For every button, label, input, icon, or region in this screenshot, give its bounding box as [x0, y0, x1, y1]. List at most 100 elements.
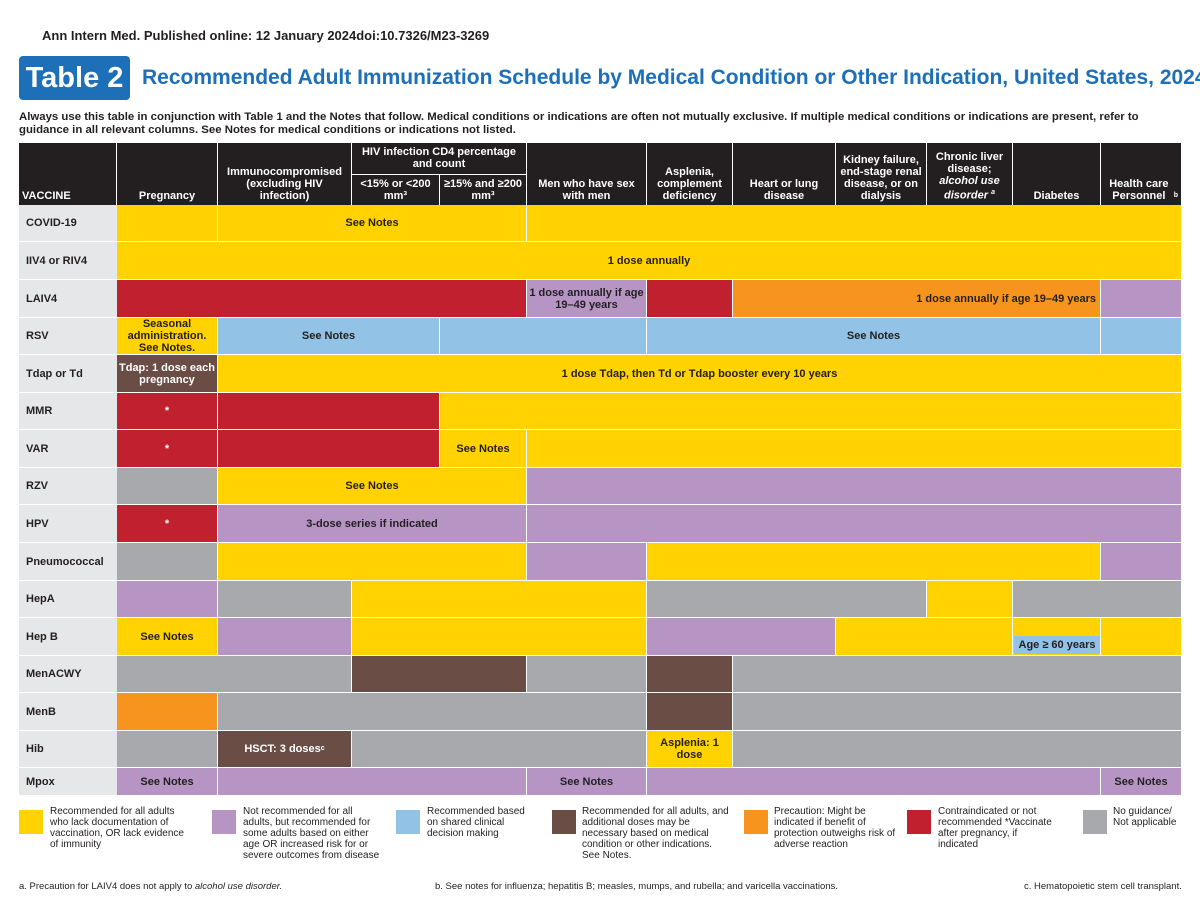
- menb-rest: [733, 693, 1181, 731]
- row-label-laiv4: LAIV4: [19, 280, 117, 318]
- hib-pregnancy: [117, 731, 218, 768]
- tdap-pregnancy: Tdap: 1 dose each pregnancy: [117, 355, 218, 393]
- hepb-immuno: [218, 618, 352, 656]
- hpv-rest: [527, 505, 1181, 543]
- row-label-rsv: RSV: [19, 318, 117, 355]
- hpv-immuno-hiv: 3-dose series if indicated: [218, 505, 527, 543]
- row-label-mmr: MMR: [19, 393, 117, 430]
- row-label-iiv4: IIV4 or RIV4: [19, 242, 117, 280]
- legend-swatch-shared-decision: [396, 810, 420, 834]
- page-title: Recommended Adult Immunization Schedule …: [142, 66, 1200, 89]
- header-liver-alcohol: alcohol use disorder: [939, 175, 1000, 202]
- footnote-a-italic: alcohol use disorder.: [194, 881, 283, 892]
- row-label-rzv: RZV: [19, 468, 117, 505]
- row-label-hepa: HepA: [19, 581, 117, 618]
- row-label-menacwy: MenACWY: [19, 656, 117, 693]
- var-pregnancy: *: [117, 430, 218, 468]
- legend-swatch-recommended: [19, 810, 43, 834]
- header-liver: Chronic liver disease; alcohol use disor…: [927, 143, 1013, 205]
- legend-swatch-not-recommended-all: [212, 810, 236, 834]
- hpv-pregnancy: *: [117, 505, 218, 543]
- covid-immuno-hiv: See Notes: [218, 205, 527, 242]
- legend-swatch-contraindicated: [907, 810, 931, 834]
- hepa-asplenia-kidney: [647, 581, 927, 618]
- legend-recommended: Recommended for all adults who lack docu…: [50, 806, 184, 850]
- mmr-immuno-hiv-low: [218, 393, 440, 430]
- header-hiv-high: ≥15% and ≥200 mm³: [440, 174, 527, 205]
- instructions-text: Always use this table in conjunction wit…: [19, 111, 1139, 136]
- hepb-hcp: [1101, 618, 1181, 656]
- header-hiv-low: <15% or <200 mm³: [352, 174, 440, 205]
- rzv-immuno-hiv: See Notes: [218, 468, 527, 505]
- menb-pregnancy: [117, 693, 218, 731]
- row-label-hib: Hib: [19, 731, 117, 768]
- header-liver-line1: Chronic liver disease;: [935, 151, 1004, 176]
- laiv4-asplenia: [647, 280, 733, 318]
- header-hcp-footnote: b: [1173, 192, 1178, 199]
- legend-no-guidance: No guidance/ Not applicable: [1113, 806, 1177, 828]
- table-number-badge: Table 2: [19, 56, 130, 100]
- menb-immuno-msm: [218, 693, 647, 731]
- row-label-hpv: HPV: [19, 505, 117, 543]
- mpox-pregnancy: See Notes: [117, 768, 218, 796]
- header-msm: Men who have sex with men: [527, 143, 647, 205]
- row-label-menb: MenB: [19, 693, 117, 731]
- rsv-conditions: See Notes: [647, 318, 1101, 355]
- header-liver-line2: alcohol use disorder a: [930, 175, 1009, 202]
- menb-asplenia: [647, 693, 733, 731]
- footnote-b: b. See notes for influenza; hepatitis B;…: [435, 881, 838, 892]
- menacwy-pregnancy-immuno: [117, 656, 352, 693]
- mpox-conditions: [647, 768, 1101, 796]
- row-label-var: VAR: [19, 430, 117, 468]
- rzv-rest: [527, 468, 1181, 505]
- footnote-a-text: a. Precaution for LAIV4 does not apply t…: [19, 881, 195, 892]
- laiv4-precaution: 1 dose annually if age 19–49 years: [733, 280, 1101, 318]
- header-vaccine: VACCINE: [19, 143, 117, 205]
- hib-immuno: HSCT: 3 doses c: [218, 731, 352, 768]
- mpox-immuno-hiv: [218, 768, 527, 796]
- rsv-hiv-msm: [440, 318, 647, 355]
- hepa-hiv-msm: [352, 581, 647, 618]
- covid-pregnancy: [117, 205, 218, 242]
- hepa-diabetes-hcp: [1013, 581, 1181, 618]
- header-kidney: Kidney failure, end-stage renal disease,…: [836, 143, 927, 205]
- var-immuno-hiv-low: [218, 430, 440, 468]
- hepb-asplenia-heart: [647, 618, 836, 656]
- row-label-covid: COVID-19: [19, 205, 117, 242]
- laiv4-hcp: [1101, 280, 1181, 318]
- laiv4-msm: 1 dose annually if age 19–49 years: [527, 280, 647, 318]
- header-hcp-label: Health care Personnel: [1109, 178, 1169, 202]
- mmr-rest: [440, 393, 1181, 430]
- pneumo-hcp: [1101, 543, 1181, 581]
- hib-hsct-label: HSCT: 3 doses: [244, 743, 321, 755]
- legend-swatch-precaution: [744, 810, 768, 834]
- pneumo-pregnancy: [117, 543, 218, 581]
- header-heart-lung: Heart or lung disease: [733, 143, 836, 205]
- mpox-msm: See Notes: [527, 768, 647, 796]
- hib-asplenia: Asplenia: 1 dose: [647, 731, 733, 768]
- header-diabetes: Diabetes: [1013, 143, 1101, 205]
- rzv-pregnancy: [117, 468, 218, 505]
- rsv-hcp: [1101, 318, 1181, 355]
- header-hcp: Health care Personnel b: [1101, 143, 1181, 205]
- header-immunocompromised: Immunocompromised (excluding HIV infecti…: [218, 143, 352, 205]
- pneumo-msm: [527, 543, 647, 581]
- hib-rest: [733, 731, 1181, 768]
- footnote-a: a. Precaution for LAIV4 does not apply t…: [19, 881, 282, 892]
- row-label-mpox: Mpox: [19, 768, 117, 796]
- mpox-hcp: See Notes: [1101, 768, 1181, 796]
- rsv-pregnancy: Seasonal administration. See Notes.: [117, 318, 218, 355]
- menacwy-rest: [733, 656, 1181, 693]
- header-hiv-group: HIV infection CD4 percentage and count: [352, 143, 527, 174]
- header-asplenia: Asplenia, complement deficiency: [647, 143, 733, 205]
- row-label-pneumococcal: Pneumococcal: [19, 543, 117, 581]
- legend-not-recommended-all: Not recommended for all adults, but reco…: [243, 806, 380, 861]
- iiv4-all: 1 dose annually: [117, 242, 1181, 280]
- footnote-c: c. Hematopoietic stem cell transplant.: [1024, 881, 1182, 892]
- covid-rest: [527, 205, 1181, 242]
- legend-contraindicated: Contraindicated or not recommended *Vacc…: [938, 806, 1052, 850]
- legend-shared-decision: Recommended based on shared clinical dec…: [427, 806, 525, 839]
- var-hiv-high: See Notes: [440, 430, 527, 468]
- hib-hiv-msm: [352, 731, 647, 768]
- citation: Ann Intern Med. Published online: 12 Jan…: [42, 28, 490, 43]
